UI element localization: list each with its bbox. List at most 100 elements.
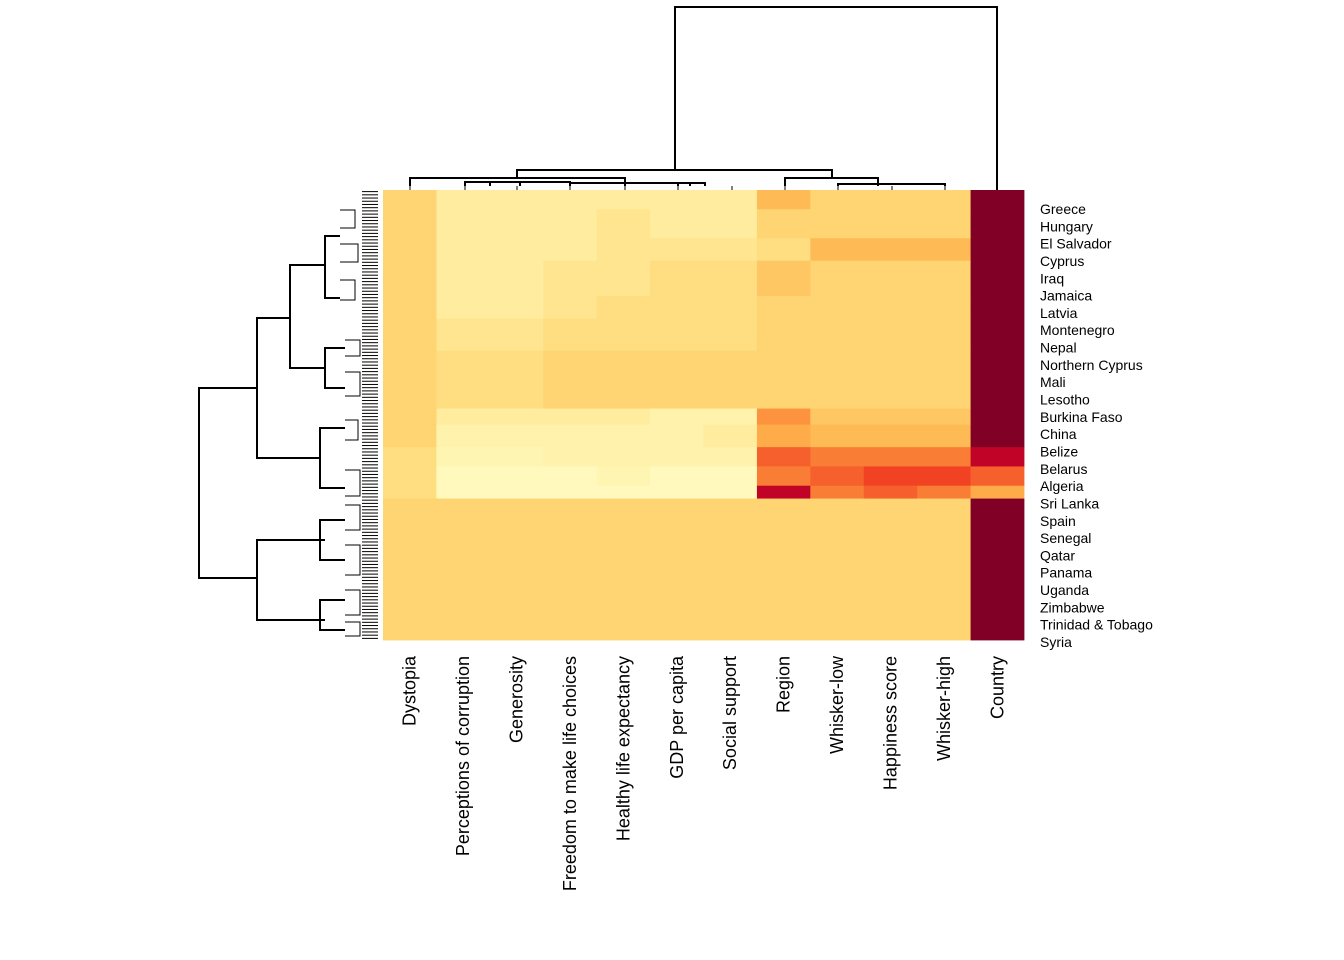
- heatmap-cell: [703, 466, 758, 487]
- heatmap-cell: [810, 447, 865, 467]
- heatmap-cell: [489, 238, 544, 262]
- heatmap-cell: [436, 447, 491, 467]
- column-dendrogram-branch: [516, 169, 833, 178]
- heatmap-cell: [756, 260, 811, 297]
- heatmap-cell: [970, 485, 1025, 499]
- row-dendrogram-branch: [319, 519, 345, 561]
- heatmap-cell: [970, 350, 1025, 409]
- heatmap-cell: [917, 485, 971, 499]
- row-dendrogram-leaf-ticks: [362, 191, 378, 639]
- heatmap-cell: [650, 485, 704, 499]
- heatmap-cell: [756, 485, 811, 499]
- row-label: Cyprus: [1040, 253, 1084, 269]
- heatmap-cell: [596, 424, 651, 448]
- column-dendrogram-root: [674, 6, 998, 190]
- heatmap-cell: [810, 209, 865, 239]
- heatmap-cell: [970, 447, 1025, 467]
- heatmap-cell: [863, 466, 918, 487]
- heatmap-cell: [756, 238, 811, 262]
- heatmap-cell: [596, 318, 651, 352]
- heatmap-cell: [970, 190, 1025, 210]
- heatmap-cell: [436, 209, 491, 239]
- column-label: Perceptions of corruption: [453, 656, 473, 856]
- heatmap-cell: [703, 190, 758, 210]
- row-label: Lesotho: [1040, 392, 1090, 408]
- heatmap-cell: [863, 498, 918, 641]
- row-dendrogram-small-branches: [340, 209, 361, 637]
- heatmap-cell: [596, 350, 651, 409]
- heatmap-cell: [436, 238, 491, 262]
- row-label: Burkina Faso: [1040, 409, 1123, 425]
- row-label: Greece: [1040, 201, 1086, 217]
- heatmap-cell: [489, 408, 544, 426]
- heatmap-cell: [863, 485, 918, 499]
- row-dendrogram: [198, 191, 378, 639]
- heatmap-cell: [436, 318, 491, 352]
- heatmap-cell: [703, 260, 758, 297]
- row-label: Mali: [1040, 374, 1066, 390]
- row-label: Montenegro: [1040, 322, 1115, 338]
- heatmap-cell: [650, 424, 704, 448]
- heatmap-cell: [650, 296, 704, 319]
- row-dendrogram-branch: [319, 599, 345, 631]
- heatmap-cell: [970, 260, 1025, 297]
- heatmap-cell: [383, 238, 437, 262]
- heatmap-cell: [863, 209, 918, 239]
- heatmap-cell: [543, 209, 598, 239]
- heatmap-cell: [650, 260, 704, 297]
- heatmap-cell: [383, 447, 437, 467]
- heatmap-cell: [810, 318, 865, 352]
- row-label: Zimbabwe: [1040, 599, 1105, 615]
- heatmap-cell: [970, 424, 1025, 448]
- heatmap-cell: [756, 498, 811, 641]
- heatmap-cell: [703, 408, 758, 426]
- column-dendrogram: [409, 6, 998, 190]
- heatmap-cell: [863, 350, 918, 409]
- column-label: Dystopia: [400, 655, 420, 726]
- heatmap-cell: [756, 424, 811, 448]
- heatmap-cells: [383, 190, 1025, 641]
- heatmap-cell: [703, 424, 758, 448]
- heatmap-cell: [383, 296, 437, 319]
- heatmap-cell: [756, 209, 811, 239]
- column-dendrogram-branch: [569, 182, 626, 186]
- heatmap-cell: [436, 296, 491, 319]
- row-label: El Salvador: [1040, 236, 1112, 252]
- heatmap-cell: [650, 190, 704, 210]
- row-label: Senegal: [1040, 530, 1091, 546]
- heatmap-cell: [756, 190, 811, 210]
- heatmap-cell: [756, 466, 811, 487]
- column-label: Generosity: [507, 656, 527, 743]
- heatmap-cell: [970, 296, 1025, 319]
- heatmap-cell: [917, 296, 971, 319]
- heatmap-cell: [917, 260, 971, 297]
- heatmap-cell: [383, 408, 437, 426]
- heatmap-cell: [756, 296, 811, 319]
- row-label: Iraq: [1040, 270, 1064, 286]
- heatmap-cell: [543, 424, 598, 448]
- heatmap-cell: [703, 498, 758, 641]
- row-dendrogram-branch: [289, 264, 325, 369]
- heatmap-cell: [917, 408, 971, 426]
- heatmap-cell: [863, 238, 918, 262]
- heatmap-cell: [596, 447, 651, 467]
- column-label: Whisker-low: [827, 655, 847, 754]
- heatmap-cell: [650, 447, 704, 467]
- heatmap-cell: [756, 447, 811, 467]
- row-dendrogram-branch: [256, 317, 320, 459]
- heatmap-cell: [863, 260, 918, 297]
- column-dendrogram-branch: [677, 182, 706, 186]
- heatmap-cell: [650, 238, 704, 262]
- heatmap-cell: [489, 318, 544, 352]
- heatmap-cell: [650, 498, 704, 641]
- heatmap-cell: [543, 408, 598, 426]
- heatmap-cell: [436, 424, 491, 448]
- heatmap-cell: [810, 296, 865, 319]
- row-dendrogram-branch: [324, 235, 340, 299]
- heatmap-cell: [489, 424, 544, 448]
- heatmap-cell: [810, 238, 865, 262]
- heatmap-cell: [917, 318, 971, 352]
- heatmap-cell: [543, 466, 598, 487]
- heatmap-cell: [756, 318, 811, 352]
- heatmap-cell: [436, 260, 491, 297]
